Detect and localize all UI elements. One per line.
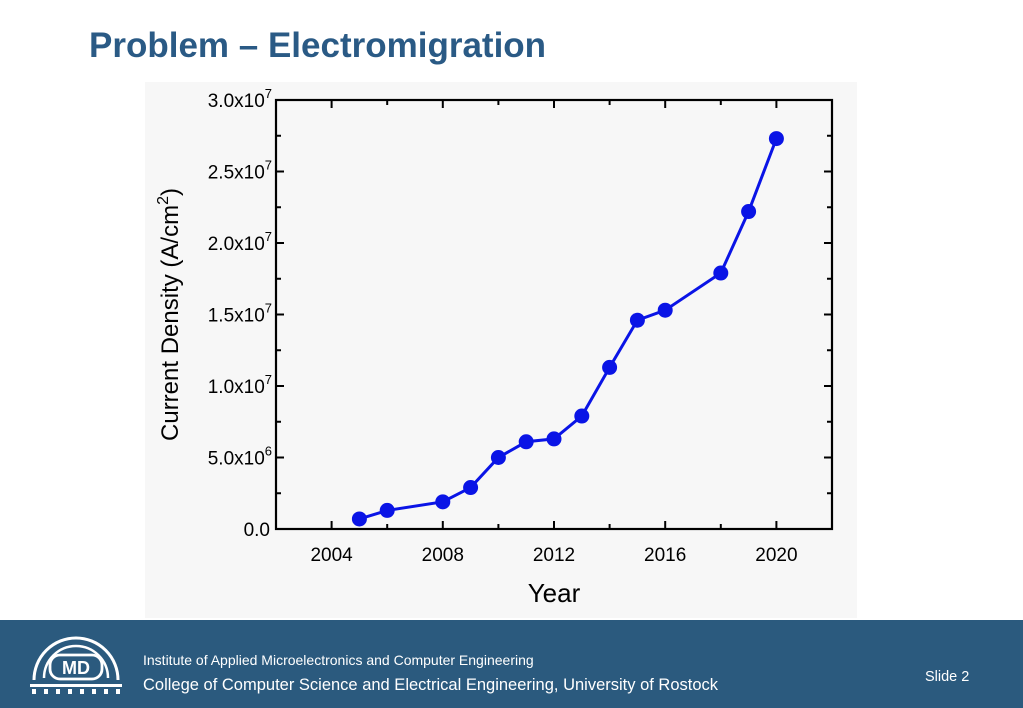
data-point xyxy=(713,265,729,281)
x-tick-label: 2016 xyxy=(644,545,686,566)
x-tick-label: 2008 xyxy=(422,545,464,566)
data-point xyxy=(546,431,562,447)
plot-frame xyxy=(274,98,834,531)
md-logo: MD xyxy=(30,636,122,694)
x-tick-label: 2012 xyxy=(533,545,575,566)
logo-text: MD xyxy=(62,658,90,678)
data-point xyxy=(490,450,506,465)
data-point xyxy=(574,408,590,424)
slide-number: Slide 2 xyxy=(925,669,970,685)
data-point xyxy=(741,204,757,220)
data-point xyxy=(602,359,618,375)
y-axis-ticks: 0.0 5.0x106 1.0x107 1.5x107 2.0x107 2.5x107 3.… xyxy=(208,86,832,541)
footer: MD Institute of Applied Microelectronics… xyxy=(0,620,1023,708)
y-tick-label: 1.5x107 xyxy=(208,301,272,327)
data-point xyxy=(351,511,367,527)
x-tick-label: 2020 xyxy=(755,545,797,566)
y-axis-title: Current Density (A/cm2) xyxy=(155,188,184,441)
data-point xyxy=(629,312,645,328)
series-current-density xyxy=(351,131,784,527)
data-point xyxy=(463,480,479,496)
y-tick-label: 1.0x107 xyxy=(208,372,272,398)
series-line xyxy=(358,138,778,521)
current-density-chart: Current Density (A/cm2) 0.0 5.0x106 1.0x10… xyxy=(155,86,834,608)
y-tick-label: 2.5x107 xyxy=(208,158,272,184)
data-point xyxy=(379,502,395,518)
x-axis-label: Year xyxy=(528,578,581,608)
y-tick-label: 2.0x107 xyxy=(208,229,272,255)
y-tick-label: 3.0x107 xyxy=(208,86,272,112)
footer-college: College of Computer Science and Electric… xyxy=(143,676,719,694)
x-tick-label: 2004 xyxy=(310,545,353,566)
slide-title: Problem – Electromigration xyxy=(89,26,547,65)
y-tick-label: 0.0 xyxy=(244,520,270,541)
data-point xyxy=(518,434,534,450)
data-point xyxy=(657,302,673,318)
x-axis-ticks: 2004 2008 2012 2016 2020 xyxy=(275,100,833,566)
chart-panel: Current Density (A/cm2) 0.0 5.0x106 1.0x10… xyxy=(145,82,857,618)
data-point xyxy=(768,131,784,147)
footer-institute: Institute of Applied Microelectronics an… xyxy=(143,652,534,668)
y-axis-label: Current Density (A/cm2) xyxy=(155,188,184,441)
y-tick-label: 5.0x106 xyxy=(208,444,272,470)
data-point xyxy=(435,494,451,510)
